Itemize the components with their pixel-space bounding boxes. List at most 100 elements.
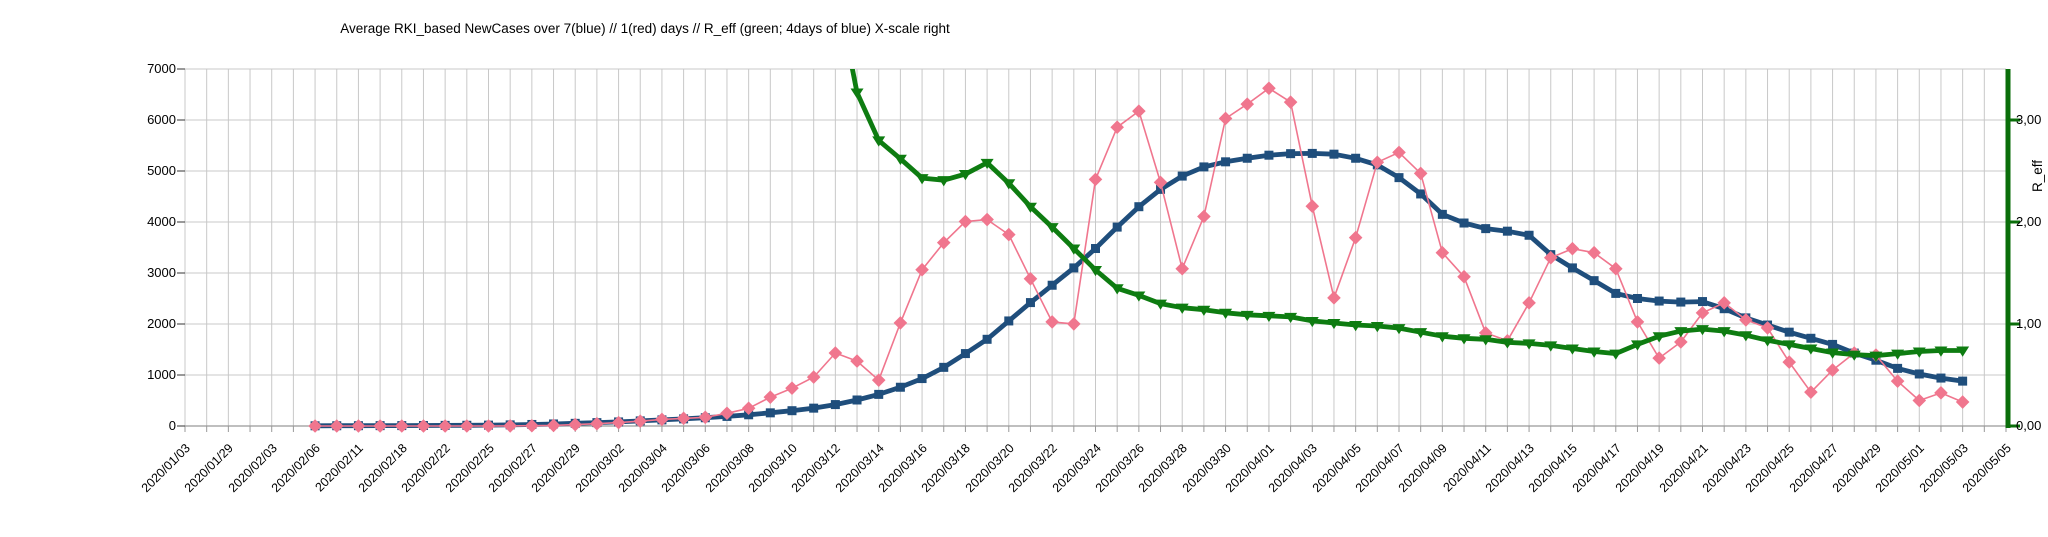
marker-square [939, 362, 949, 372]
right-axis-tick-label: 3,00 [2016, 112, 2042, 127]
right-axis-tick-label: 2,00 [2016, 214, 2042, 229]
marker-diamond [1457, 269, 1471, 284]
marker-square [1632, 294, 1642, 303]
marker-square [1394, 173, 1404, 183]
marker-triangle-down [1045, 223, 1059, 234]
marker-diamond [1652, 351, 1666, 365]
marker-triangle-down [1804, 344, 1818, 355]
marker-triangle-down [1327, 318, 1341, 330]
marker-diamond [720, 406, 734, 421]
marker-square [1611, 288, 1621, 298]
marker-square [1286, 149, 1296, 159]
marker-diamond [1543, 250, 1558, 265]
marker-diamond [1370, 155, 1385, 170]
marker-triangle-down [1262, 311, 1276, 323]
marker-diamond [1782, 355, 1797, 369]
marker-diamond [1283, 95, 1298, 109]
left-axis-tick-label: 7000 [147, 61, 176, 76]
marker-triangle-down [1609, 349, 1623, 360]
marker-square [1025, 298, 1035, 308]
marker-square [1698, 297, 1707, 307]
left-axis-tick-label: 2000 [147, 316, 176, 331]
marker-triangle-down [937, 176, 951, 187]
marker-square [787, 406, 797, 416]
marker-diamond [329, 419, 344, 433]
marker-square [1459, 218, 1469, 228]
marker-diamond [1348, 230, 1363, 245]
marker-diamond [1132, 104, 1146, 118]
marker-triangle-down [1110, 284, 1124, 295]
marker-diamond [460, 419, 474, 433]
marker-diamond [546, 418, 561, 433]
left-axis-tick-label: 5000 [147, 163, 176, 178]
marker-square [1416, 189, 1426, 199]
marker-square [1936, 373, 1946, 383]
marker-diamond [785, 381, 799, 395]
marker-diamond [1739, 313, 1753, 327]
marker-triangle-down [1219, 308, 1233, 319]
marker-diamond [741, 401, 756, 416]
marker-diamond [806, 370, 821, 384]
marker-diamond [676, 411, 691, 426]
marker-diamond [1088, 172, 1103, 187]
left-axis-tick-label: 4000 [147, 214, 176, 229]
marker-triangle-down [1869, 351, 1883, 362]
marker-square [895, 382, 905, 392]
marker-triangle-down [1479, 335, 1493, 346]
marker-diamond [1435, 245, 1450, 260]
marker-square [1221, 157, 1231, 167]
marker-diamond [1305, 199, 1320, 213]
marker-square [1091, 244, 1100, 254]
marker-triangle-down [1132, 291, 1146, 302]
marker-diamond [871, 373, 886, 387]
marker-diamond [1023, 271, 1038, 286]
marker-square [874, 389, 884, 399]
marker-triangle-down [1175, 303, 1189, 314]
right-axis-tick-label: 0,00 [2016, 418, 2042, 433]
marker-triangle-down [1457, 334, 1471, 345]
right-axis-tick-label: 1,00 [2016, 316, 2042, 331]
marker-triangle-down [872, 136, 886, 147]
marker-triangle-down [1500, 338, 1514, 349]
marker-diamond [1717, 296, 1731, 310]
marker-square [852, 395, 862, 405]
marker-diamond [481, 419, 496, 433]
marker-diamond [958, 214, 973, 229]
marker-square [1784, 327, 1794, 337]
marker-triangle-down [1652, 332, 1666, 343]
marker-triangle-down [1089, 265, 1102, 277]
marker-diamond [980, 212, 994, 227]
marker-diamond [1890, 374, 1905, 388]
marker-square [1524, 230, 1534, 240]
marker-triangle-down [1392, 324, 1406, 335]
marker-triangle-down [1522, 339, 1536, 350]
marker-square [1069, 263, 1079, 273]
marker-square [1589, 276, 1599, 286]
marker-diamond [590, 416, 604, 431]
marker-diamond [1240, 97, 1255, 111]
marker-square [830, 400, 840, 410]
marker-diamond [1674, 335, 1688, 349]
marker-diamond [1218, 111, 1233, 126]
marker-triangle-down [1891, 349, 1905, 360]
marker-diamond [915, 262, 929, 277]
marker-triangle-down [1565, 344, 1579, 355]
marker-diamond [503, 419, 517, 433]
marker-square [1156, 184, 1166, 194]
marker-triangle-down [1782, 340, 1796, 351]
marker-diamond [1825, 363, 1840, 377]
marker-diamond [1045, 315, 1059, 329]
marker-triangle-down [1739, 331, 1753, 342]
marker-square [1329, 149, 1339, 159]
marker-triangle-down [1002, 179, 1016, 190]
marker-diamond [633, 414, 648, 428]
left-axis-tick-label: 1000 [147, 367, 176, 382]
left-axis-tick-label: 6000 [147, 112, 176, 127]
marker-diamond [1392, 145, 1406, 160]
marker-square [1004, 316, 1014, 326]
marker-diamond [1001, 227, 1016, 242]
marker-diamond [1197, 209, 1211, 224]
chart-title: Average RKI_based NewCases over 7(blue) … [340, 21, 950, 36]
marker-diamond [936, 235, 951, 250]
